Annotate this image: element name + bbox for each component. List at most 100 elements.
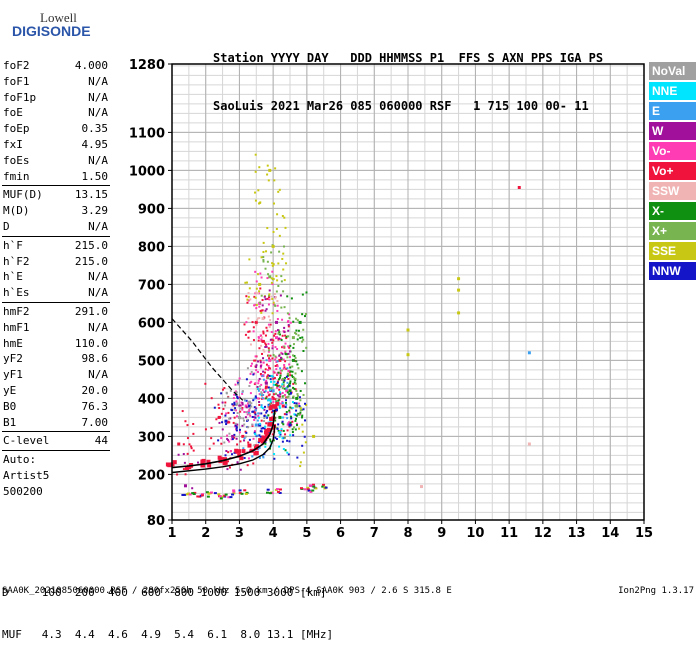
echo-point <box>299 389 302 392</box>
echo-point <box>286 320 289 323</box>
echo-point <box>281 334 284 337</box>
echo-point <box>292 434 295 437</box>
echo-point <box>288 317 291 320</box>
echo-point <box>250 405 253 408</box>
echo-point <box>265 326 268 329</box>
echo-point <box>252 462 255 465</box>
echo-point <box>264 345 267 348</box>
echo-point <box>289 421 292 424</box>
echo-point <box>262 241 265 244</box>
echo-point <box>263 414 266 417</box>
echo-point <box>274 392 277 395</box>
echo-point <box>289 366 292 369</box>
echo-point <box>280 428 283 431</box>
echo-point <box>282 383 285 386</box>
echo-point <box>243 423 246 426</box>
echo-point <box>263 405 266 408</box>
y-tick-label: 600 <box>138 316 165 331</box>
echo-point <box>260 412 263 415</box>
echo-point <box>261 336 264 339</box>
echo-point <box>252 399 255 402</box>
echo-point <box>264 309 267 312</box>
echo-point <box>260 256 263 259</box>
echo-point <box>259 334 262 337</box>
echo-point <box>311 489 315 492</box>
param-name: M(D) <box>3 204 30 218</box>
echo-point <box>286 386 289 389</box>
autoscale-info: Auto: <box>3 453 37 467</box>
echo-point <box>271 244 275 248</box>
param-name: B0 <box>3 399 17 413</box>
echo-point <box>177 453 180 456</box>
echo-point <box>259 272 262 275</box>
echo-point <box>232 489 236 492</box>
echo-point <box>527 442 531 446</box>
echo-point <box>261 388 264 391</box>
echo-point <box>274 419 277 422</box>
echo-point <box>260 344 263 347</box>
echo-point <box>260 427 263 430</box>
echo-point <box>264 430 269 435</box>
echo-point <box>284 360 287 363</box>
echo-point <box>291 428 294 431</box>
echo-point <box>283 326 286 329</box>
echo-point <box>245 399 248 402</box>
param-value: 0.35 <box>81 122 109 136</box>
echo-point <box>299 409 302 412</box>
echo-point <box>301 414 304 417</box>
echo-point <box>282 385 285 388</box>
echo-point <box>222 457 227 462</box>
echo-point <box>273 453 276 456</box>
echo-point <box>226 437 229 440</box>
echo-point <box>253 451 258 456</box>
echo-point <box>304 419 307 422</box>
param-name: foF1 <box>3 74 30 88</box>
echo-point <box>288 409 291 412</box>
echo-point <box>185 493 189 496</box>
echo-point <box>280 429 283 432</box>
echo-point <box>231 403 234 406</box>
echo-point <box>248 412 251 415</box>
echo-point <box>253 359 256 362</box>
echo-point <box>267 368 270 371</box>
echo-point <box>221 388 224 391</box>
echo-point <box>289 380 292 383</box>
echo-point <box>284 393 287 396</box>
echo-point <box>247 292 250 295</box>
echo-point <box>262 455 265 458</box>
echo-point <box>247 457 250 460</box>
echo-point <box>276 394 279 397</box>
echo-point <box>271 262 274 265</box>
echo-point <box>256 317 259 320</box>
echo-point <box>291 358 295 362</box>
echo-point <box>283 245 286 248</box>
echo-point <box>245 491 249 494</box>
echo-point <box>287 329 290 332</box>
echo-point <box>248 407 251 410</box>
echo-point <box>241 424 244 427</box>
echo-point <box>270 331 273 334</box>
echo-point <box>192 422 195 425</box>
echo-point <box>269 354 272 357</box>
echo-point <box>257 414 260 417</box>
echo-point <box>280 306 283 309</box>
echo-point <box>234 448 239 453</box>
echo-point <box>234 422 237 425</box>
echo-point <box>295 332 298 335</box>
echo-point <box>291 431 294 434</box>
x-tick-label: 1 <box>167 526 176 541</box>
echo-point <box>269 323 272 326</box>
param-row: foEs N/A <box>0 153 112 169</box>
echo-point <box>259 359 262 362</box>
echo-point <box>262 397 265 400</box>
echo-point <box>210 437 213 440</box>
echo-point <box>266 164 269 167</box>
echo-point <box>254 153 257 156</box>
echo-point <box>289 321 292 324</box>
echo-point <box>213 406 216 409</box>
echo-point <box>230 408 233 411</box>
echo-point <box>262 361 265 364</box>
echo-point <box>231 493 235 496</box>
echo-point <box>241 406 244 409</box>
echo-point <box>266 375 269 378</box>
